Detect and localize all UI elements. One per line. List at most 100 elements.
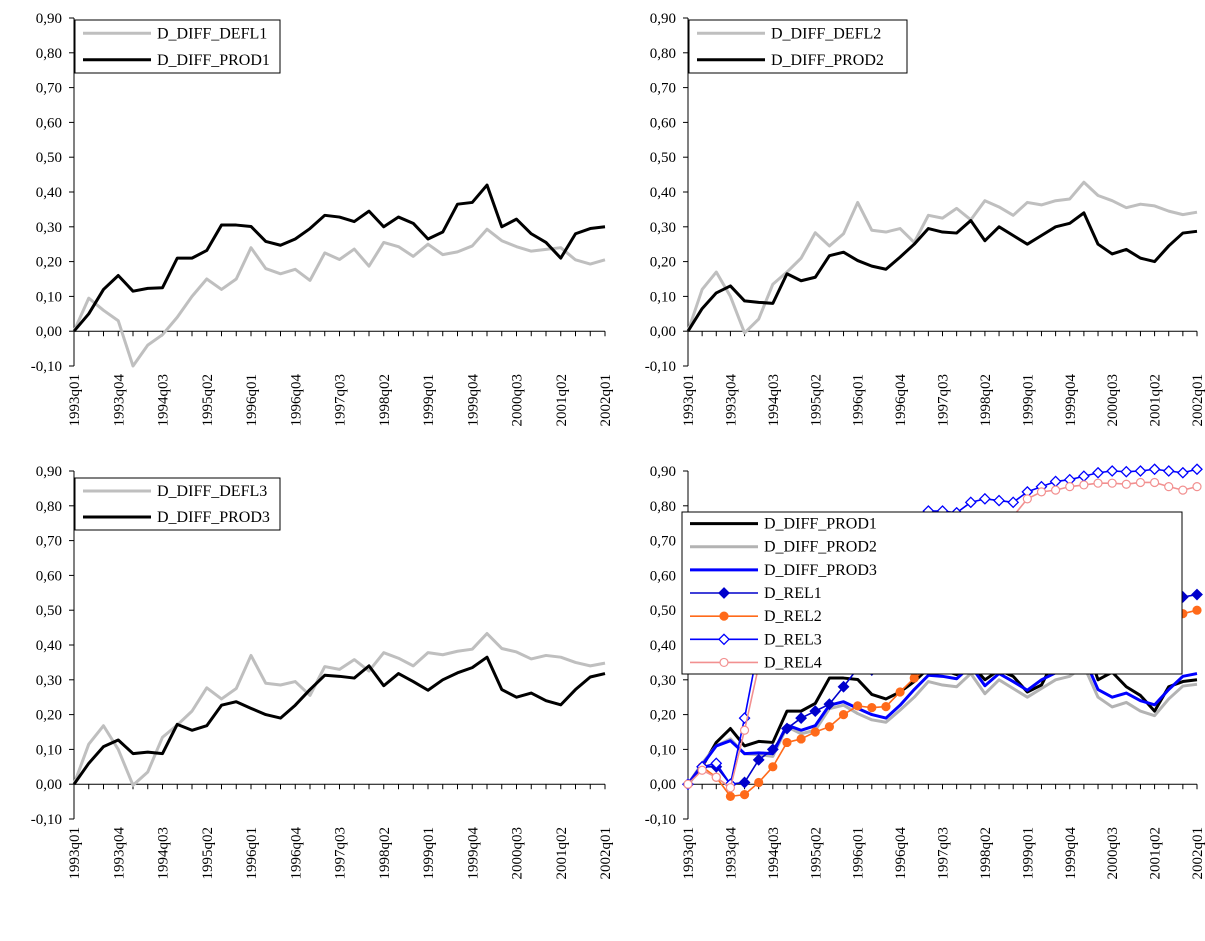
- series-point: [867, 703, 877, 713]
- chart-panel-4: 0,90 0,80 0,70 0,60 0,50 0,40 0,30 0,20 0,10 0,00…: [645, 463, 1205, 880]
- series-point: [978, 492, 991, 505]
- series-point: [1065, 482, 1075, 492]
- x-tick-label: 1996q04: [288, 374, 304, 427]
- y-tick-label: 0,20: [36, 255, 62, 271]
- series-point: [1036, 487, 1047, 497]
- y-tick-label: 0,90: [650, 11, 676, 27]
- x-tick-label: 1995q02: [200, 827, 216, 880]
- y-tick-label: -0,10: [645, 812, 676, 828]
- y-tick-label: 0,70: [650, 534, 676, 550]
- series-point: [1191, 588, 1203, 601]
- x-tick-label: 1995q02: [200, 374, 216, 427]
- series-point: [1120, 465, 1133, 478]
- x-tick-label: 1998q02: [377, 827, 393, 880]
- y-tick-label: -0,10: [31, 359, 62, 375]
- series-point: [824, 722, 834, 732]
- series-point: [738, 776, 751, 789]
- legend-box: [688, 19, 908, 74]
- legend-label: D_REL4: [764, 654, 822, 671]
- series-point: [1191, 463, 1203, 476]
- series-point: [1093, 478, 1103, 488]
- y-tick-label: 0,20: [36, 708, 62, 724]
- x-tick-label: 1999q04: [1063, 827, 1079, 880]
- chart-panel-2: 0,90 0,80 0,70 0,60 0,50 0,40 0,30 0,20 0,10 0,00…: [645, 11, 1205, 427]
- x-tick-label: 1996q01: [851, 827, 867, 880]
- series-point: [782, 737, 792, 748]
- legend-box: [74, 477, 281, 531]
- x-tick-label: 1997q03: [333, 374, 349, 427]
- y-tick-label: 0,10: [36, 289, 62, 305]
- x-tick-label: 2000q03: [510, 374, 526, 427]
- y-tick-label: 0,00: [650, 324, 676, 340]
- series-point: [837, 680, 850, 693]
- series-line-1: [72, 227, 606, 368]
- y-tick-label: 0,30: [650, 220, 676, 236]
- series-point: [1192, 482, 1202, 492]
- y-tick-label: 0,40: [36, 638, 62, 654]
- x-tick-label: 1993q04: [723, 827, 739, 880]
- series-point: [1121, 479, 1131, 489]
- series-point: [1135, 477, 1146, 488]
- y-tick-label: 0,60: [650, 568, 676, 584]
- y-tick-label: 0,80: [36, 499, 62, 515]
- series-point: [1051, 485, 1061, 495]
- series-point: [1149, 477, 1160, 488]
- y-tick-label: 0,20: [650, 255, 676, 271]
- x-tick-label: 1998q02: [377, 374, 393, 427]
- y-tick-label: 0,60: [36, 115, 62, 131]
- x-tick-label: 2002q01: [1190, 374, 1205, 427]
- x-tick-label: 1993q01: [681, 827, 697, 880]
- y-tick-label: 0,60: [650, 115, 676, 131]
- series-point: [781, 722, 793, 735]
- series-point: [711, 772, 721, 782]
- y-tick-label: 0,30: [36, 673, 62, 689]
- series-line-2: [72, 183, 606, 333]
- y-tick-label: 0,80: [650, 499, 676, 515]
- x-tick-label: 1999q01: [1020, 374, 1036, 427]
- legend-marker: [718, 587, 730, 599]
- series-point: [895, 687, 905, 697]
- x-tick-label: 2000q03: [1105, 827, 1121, 880]
- x-tick-label: 1996q04: [288, 827, 304, 880]
- legend-label: D_DIFF_PROD3: [764, 562, 877, 579]
- y-tick-label: 0,10: [650, 289, 676, 305]
- x-tick-label: 1999q01: [421, 374, 437, 427]
- x-tick-label: 1996q04: [893, 374, 909, 427]
- x-tick-label: 2000q03: [510, 827, 526, 880]
- x-tick-label: 1993q04: [111, 374, 127, 427]
- x-tick-label: 1998q02: [978, 827, 994, 880]
- y-tick-label: 0,40: [650, 185, 676, 201]
- y-tick-label: 0,10: [650, 742, 676, 758]
- y-tick-label: 0,90: [36, 464, 62, 480]
- legend-label: D_DIFF_PROD2: [771, 52, 884, 69]
- legend-label: D_DIFF_DEFL3: [157, 483, 267, 500]
- series-point: [1077, 470, 1090, 483]
- y-tick-label: 0,50: [36, 150, 62, 166]
- y-tick-label: 0,80: [36, 46, 62, 62]
- legend-box: [681, 511, 1183, 675]
- series-point: [1176, 466, 1189, 479]
- x-tick-label: 1996q01: [851, 374, 867, 427]
- y-tick-label: 0,70: [650, 81, 676, 97]
- series-point: [796, 734, 806, 744]
- y-tick-label: 0,30: [650, 673, 676, 689]
- legend-label: D_DIFF_PROD3: [157, 509, 270, 526]
- x-tick-label: 1997q03: [333, 827, 349, 880]
- series-line-1: [72, 632, 606, 787]
- x-tick-label: 1999q01: [1020, 827, 1036, 880]
- series-point: [809, 705, 822, 718]
- series-point: [810, 727, 820, 737]
- x-tick-label: 1993q04: [111, 827, 127, 880]
- x-tick-label: 1994q03: [156, 827, 172, 880]
- series-line-2: [686, 211, 1198, 332]
- series-point: [823, 698, 836, 711]
- x-tick-label: 1993q01: [681, 374, 697, 427]
- y-tick-label: 0,50: [650, 603, 676, 619]
- legend-label: D_REL1: [764, 585, 822, 602]
- legend-marker: [719, 657, 729, 668]
- x-tick-label: 2002q01: [598, 374, 614, 427]
- y-tick-label: 0,40: [650, 638, 676, 654]
- series-point: [1162, 465, 1175, 477]
- legend-label: D_DIFF_DEFL1: [157, 25, 267, 42]
- chart-panel-1: 0,90 0,80 0,70 0,60 0,50 0,40 0,30 0,20 0,10 0,00…: [31, 11, 614, 427]
